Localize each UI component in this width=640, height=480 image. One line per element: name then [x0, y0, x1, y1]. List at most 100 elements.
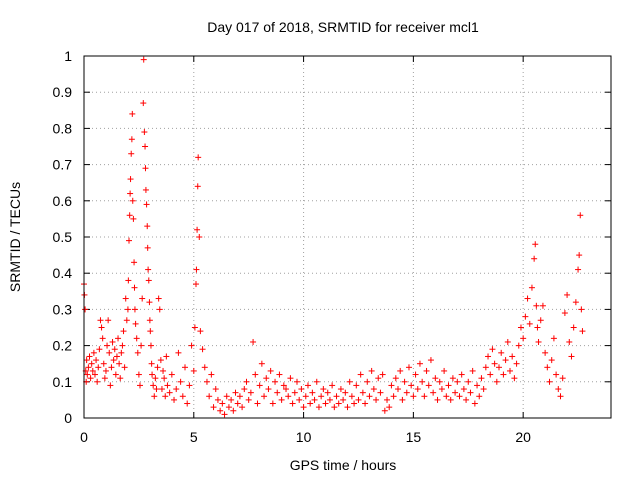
data-point — [357, 371, 364, 378]
x-tick-label: 0 — [80, 429, 88, 445]
data-point — [119, 342, 126, 349]
data-point — [128, 136, 135, 143]
data-point — [199, 346, 206, 353]
data-point — [579, 328, 586, 335]
chart-title: Day 017 of 2018, SRMTID for receiver mcl… — [207, 19, 479, 35]
data-point — [269, 400, 276, 407]
data-point — [96, 346, 103, 353]
data-point — [353, 382, 360, 389]
data-points — [81, 56, 586, 418]
data-point — [555, 386, 562, 393]
data-point — [410, 393, 417, 400]
data-point — [86, 353, 93, 360]
data-point — [161, 375, 168, 382]
data-point — [129, 197, 136, 204]
plot-frame — [83, 55, 612, 419]
data-point — [368, 367, 375, 374]
data-point — [141, 129, 148, 136]
data-point — [359, 389, 366, 396]
data-point — [568, 353, 575, 360]
data-point — [302, 393, 309, 400]
data-point — [300, 404, 307, 411]
data-point — [214, 396, 221, 403]
data-point — [463, 396, 470, 403]
data-point — [105, 317, 112, 324]
data-point — [289, 400, 296, 407]
data-point — [304, 382, 311, 389]
data-point — [489, 346, 496, 353]
data-point — [517, 324, 524, 331]
data-point — [258, 360, 265, 367]
data-point — [152, 375, 159, 382]
data-point — [293, 378, 300, 385]
data-point — [355, 396, 362, 403]
data-point — [144, 223, 151, 230]
data-point — [84, 371, 91, 378]
data-point — [335, 400, 342, 407]
data-point — [375, 375, 382, 382]
data-point — [134, 349, 141, 356]
data-point — [217, 407, 224, 414]
data-point — [272, 378, 279, 385]
data-point — [534, 324, 541, 331]
data-point — [572, 299, 579, 306]
data-point — [425, 382, 432, 389]
data-point — [131, 259, 138, 266]
data-point — [500, 371, 507, 378]
x-tick-label: 10 — [296, 429, 312, 445]
data-point — [147, 328, 154, 335]
data-point — [99, 335, 106, 342]
data-point — [564, 291, 571, 298]
data-point — [553, 371, 560, 378]
data-point — [136, 382, 143, 389]
y-tick-label: 0.6 — [53, 193, 73, 209]
data-point — [577, 212, 584, 219]
data-point — [150, 382, 157, 389]
data-point — [171, 396, 178, 403]
data-point — [452, 389, 459, 396]
data-point — [221, 411, 228, 418]
data-point — [212, 386, 219, 393]
data-point — [177, 378, 184, 385]
data-point — [142, 143, 149, 150]
data-point — [166, 389, 173, 396]
data-point — [179, 393, 186, 400]
x-tick-label: 5 — [190, 429, 198, 445]
data-point — [548, 357, 555, 364]
data-point — [283, 386, 290, 393]
data-point — [537, 317, 544, 324]
data-point — [309, 389, 316, 396]
y-tick-label: 0.3 — [53, 301, 73, 317]
data-point — [496, 364, 503, 371]
data-point — [291, 389, 298, 396]
data-point — [154, 364, 161, 371]
y-tick-label: 1 — [64, 48, 72, 64]
data-point — [107, 382, 114, 389]
data-point — [98, 324, 105, 331]
y-tick-label: 0.1 — [53, 374, 73, 390]
data-point — [127, 190, 134, 197]
data-point — [186, 382, 193, 389]
data-point — [89, 367, 96, 374]
y-tick-label: 0.5 — [53, 229, 73, 245]
data-point — [570, 324, 577, 331]
data-point — [206, 393, 213, 400]
data-point — [175, 349, 182, 356]
data-point — [108, 364, 115, 371]
data-point — [194, 226, 201, 233]
data-point — [230, 407, 237, 414]
data-point — [116, 360, 123, 367]
y-tick-label: 0 — [64, 410, 72, 426]
data-point — [381, 407, 388, 414]
data-point — [362, 400, 369, 407]
data-point — [128, 150, 135, 157]
data-point — [532, 241, 539, 248]
data-point — [88, 360, 95, 367]
data-point — [544, 364, 551, 371]
data-point — [133, 335, 140, 342]
x-tick-label: 15 — [406, 429, 422, 445]
data-point — [559, 375, 566, 382]
data-point — [95, 364, 102, 371]
data-point — [578, 306, 585, 313]
